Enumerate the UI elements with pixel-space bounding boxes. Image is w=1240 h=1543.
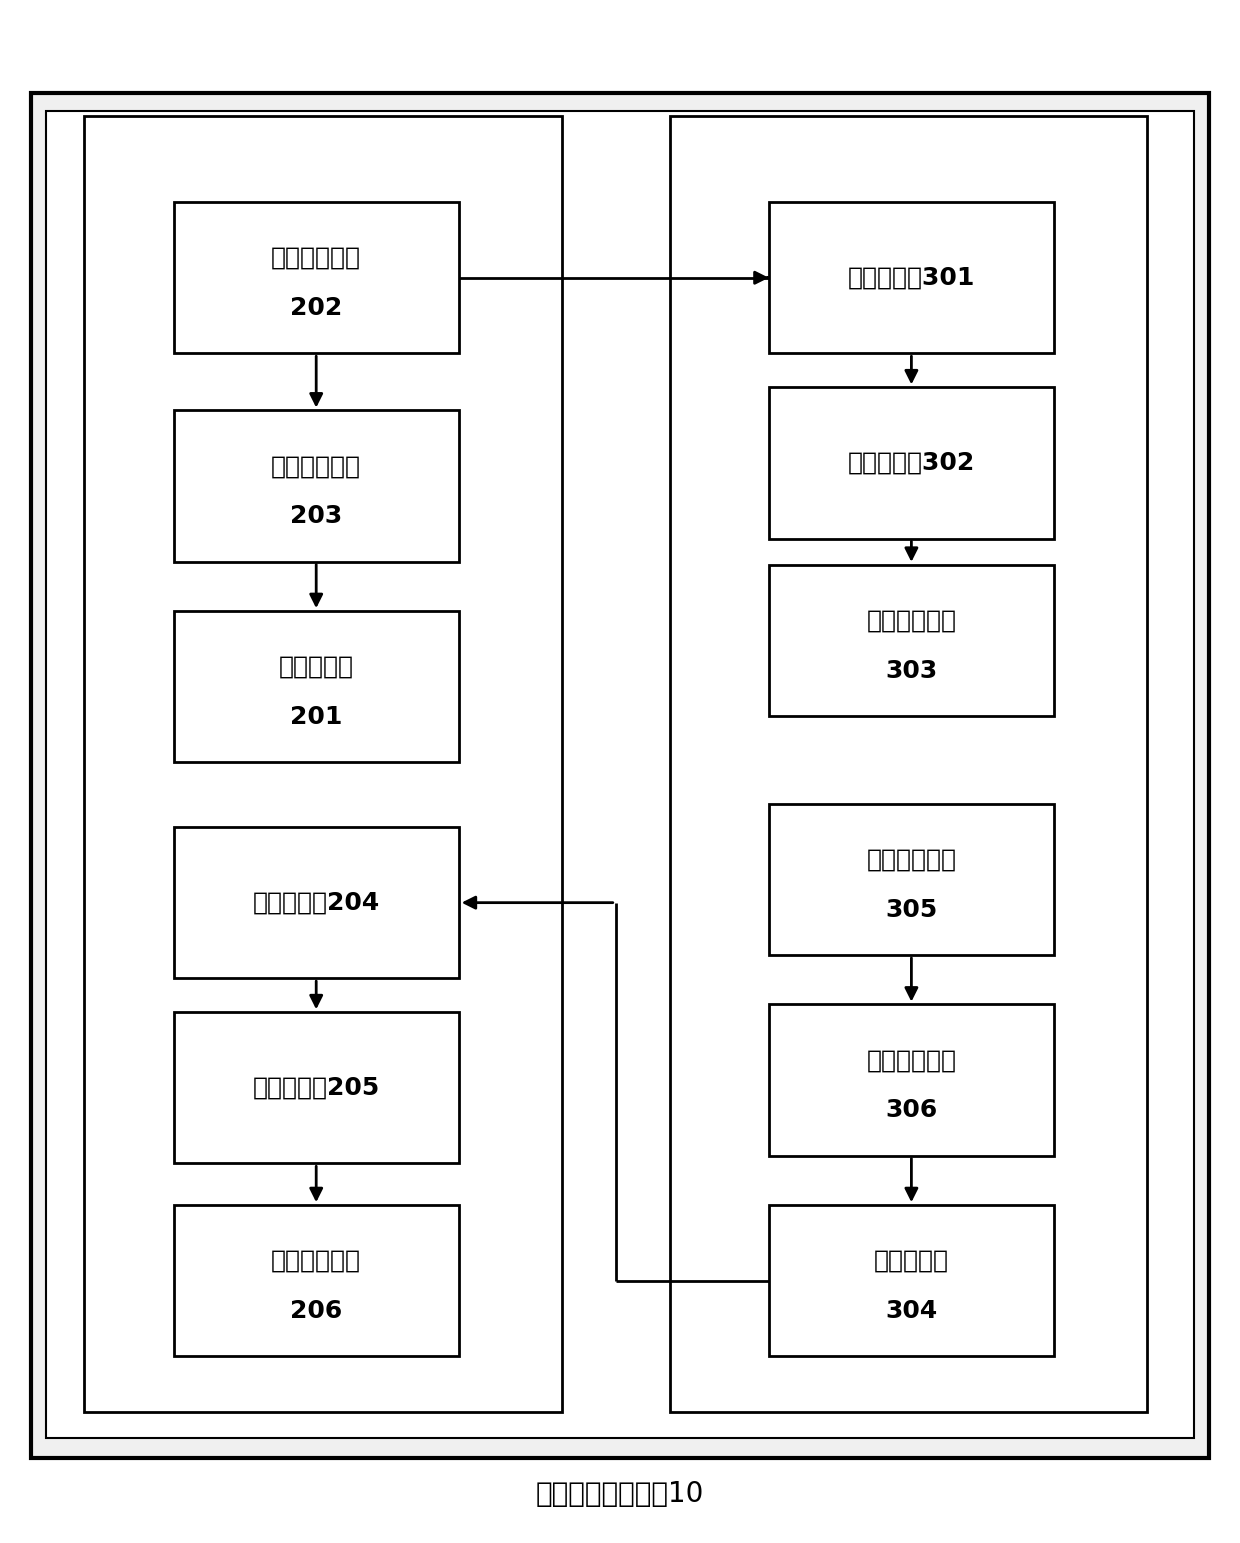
Text: 第一滤波器302: 第一滤波器302: [848, 451, 975, 475]
Text: 306: 306: [885, 1099, 937, 1122]
Text: 第二编码芯片: 第二编码芯片: [867, 1048, 956, 1072]
Text: 第二解码芯片: 第二解码芯片: [272, 1248, 361, 1273]
Text: 第一生成模块: 第一生成模块: [272, 245, 361, 270]
Text: 第二滤波器205: 第二滤波器205: [253, 1075, 379, 1100]
Bar: [174, 410, 459, 562]
Text: 第二扬声器: 第二扬声器: [874, 1248, 949, 1273]
Text: 第一扬声器: 第一扬声器: [279, 654, 353, 679]
Text: 203: 203: [290, 505, 342, 528]
Text: 第二生成模块: 第二生成模块: [867, 847, 956, 872]
Text: 第一麦克风301: 第一麦克风301: [848, 265, 975, 290]
Bar: [84, 116, 562, 1412]
Text: 201: 201: [290, 705, 342, 728]
Text: 206: 206: [290, 1299, 342, 1322]
Text: 303: 303: [885, 659, 937, 682]
Bar: [769, 387, 1054, 539]
Bar: [769, 565, 1054, 716]
Bar: [174, 1012, 459, 1163]
Text: 音频信号处理设备10: 音频信号处理设备10: [536, 1480, 704, 1508]
Bar: [46, 111, 1194, 1438]
Bar: [174, 1205, 459, 1356]
Text: 第二麦克风204: 第二麦克风204: [253, 890, 379, 915]
Text: 202: 202: [290, 296, 342, 319]
Bar: [670, 116, 1147, 1412]
Bar: [769, 1004, 1054, 1156]
Bar: [769, 1205, 1054, 1356]
Bar: [31, 93, 1209, 1458]
Text: 304: 304: [885, 1299, 937, 1322]
Bar: [769, 202, 1054, 353]
Bar: [174, 827, 459, 978]
Bar: [769, 804, 1054, 955]
Bar: [174, 611, 459, 762]
Text: 第一编码芯片: 第一编码芯片: [272, 454, 361, 478]
Text: 第一解码芯片: 第一解码芯片: [867, 608, 956, 633]
Bar: [174, 202, 459, 353]
Text: 305: 305: [885, 898, 937, 921]
